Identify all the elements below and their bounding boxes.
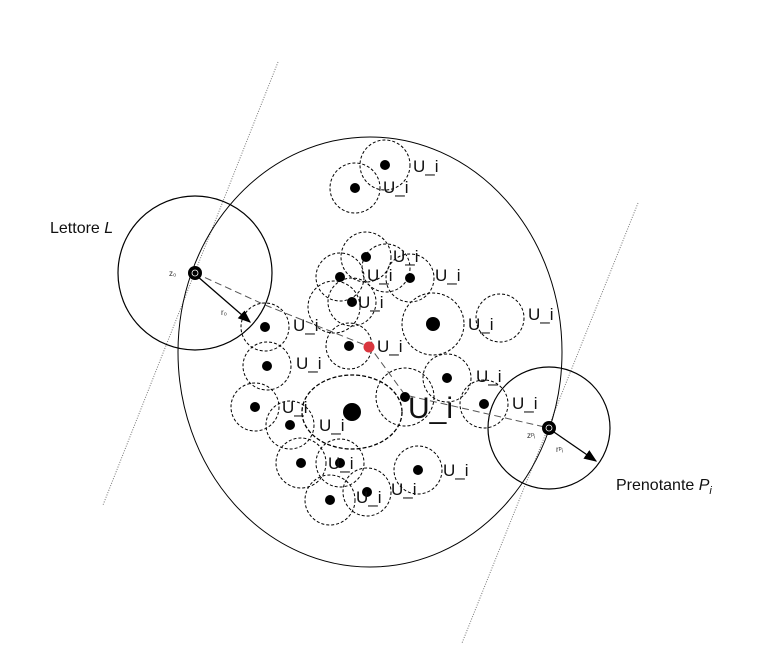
user-circle xyxy=(385,253,435,303)
user-circle xyxy=(275,437,327,489)
reader-node xyxy=(188,266,202,280)
booker-label: Prenotante Pi xyxy=(616,477,712,497)
user-label: U_i xyxy=(435,266,461,285)
user-dot xyxy=(442,373,452,383)
booker-radius-label: rᵖᵢ xyxy=(556,445,563,454)
user-circle xyxy=(342,467,392,517)
user-label: U_i xyxy=(468,315,494,334)
user-dot xyxy=(362,487,372,497)
user-label: U_i xyxy=(328,454,354,473)
booker-node xyxy=(542,421,556,435)
user-dot xyxy=(262,361,272,371)
user-circle xyxy=(375,367,435,427)
user-circle xyxy=(240,302,290,352)
left-boundary-line xyxy=(102,61,279,506)
user-dot xyxy=(361,252,371,262)
user-circle xyxy=(361,243,411,293)
booker-range-circle xyxy=(487,366,611,490)
user-labels: U_i U_i U_i U_i U_i U_i U_i U_i U_i U_i … xyxy=(282,157,554,507)
user-dot xyxy=(479,399,489,409)
user-label: U_i xyxy=(319,416,345,435)
user-dot xyxy=(400,392,410,402)
user-dot xyxy=(350,183,360,193)
booker-node-inner xyxy=(545,424,553,432)
user-label: U_i xyxy=(391,480,417,499)
user-label: U_i xyxy=(476,367,502,386)
user-circle xyxy=(459,379,509,429)
user-dot xyxy=(405,273,415,283)
reader-radius-label: r₀ xyxy=(221,308,227,317)
reader-label: Lettore L xyxy=(50,220,113,237)
user-circle xyxy=(307,280,361,334)
reader-range-circle xyxy=(117,195,273,351)
booker-position-label: zᵖᵢ xyxy=(527,431,535,440)
user-circle xyxy=(359,139,411,191)
reader-node-inner xyxy=(191,269,199,277)
user-dot xyxy=(335,272,345,282)
user-dot xyxy=(285,420,295,430)
user-dot xyxy=(380,160,390,170)
user-dots xyxy=(250,160,489,505)
user-circle xyxy=(265,400,315,450)
user-label: U_i xyxy=(528,305,554,324)
user-label: U_i xyxy=(443,461,469,480)
user-circle xyxy=(315,438,365,488)
booker-radius-arrow xyxy=(550,429,598,462)
user-circle xyxy=(422,353,472,403)
user-dot xyxy=(343,403,361,421)
user-dot xyxy=(347,297,357,307)
user-label: U_i xyxy=(356,488,382,507)
user-circle xyxy=(329,162,381,214)
user-dot xyxy=(260,322,270,332)
user-label: U_i xyxy=(393,247,419,266)
user-label: U_i xyxy=(367,266,393,285)
user-circle xyxy=(340,231,392,283)
user-label: U_i xyxy=(383,178,409,197)
user-label: U_i xyxy=(358,293,384,312)
user-circle xyxy=(401,292,465,356)
user-dot xyxy=(426,317,440,331)
user-label: U_i xyxy=(293,316,319,335)
coverage-area xyxy=(177,136,563,568)
user-range-circles xyxy=(230,139,525,526)
user-label: U_i xyxy=(413,157,439,176)
user-dot xyxy=(296,458,306,468)
user-circle xyxy=(393,445,443,495)
user-dot xyxy=(325,495,335,505)
user-dot xyxy=(335,458,345,468)
user-dot xyxy=(344,341,354,351)
user-label: U_i xyxy=(377,337,403,356)
user-label: U_i xyxy=(296,354,322,373)
user-circle xyxy=(230,382,280,432)
central-user-area xyxy=(301,374,403,450)
reader-radius-arrow xyxy=(196,275,251,323)
user-dot xyxy=(250,402,260,412)
user-circle xyxy=(304,474,356,526)
reader-position-label: z₀ xyxy=(169,269,176,278)
user-circle xyxy=(475,293,525,343)
target-dot xyxy=(363,341,375,353)
user-label: U_i xyxy=(512,394,538,413)
user-dot xyxy=(413,465,423,475)
user-label: U_i xyxy=(282,398,308,417)
user-label: U_i xyxy=(408,392,453,425)
user-circle xyxy=(242,341,292,391)
